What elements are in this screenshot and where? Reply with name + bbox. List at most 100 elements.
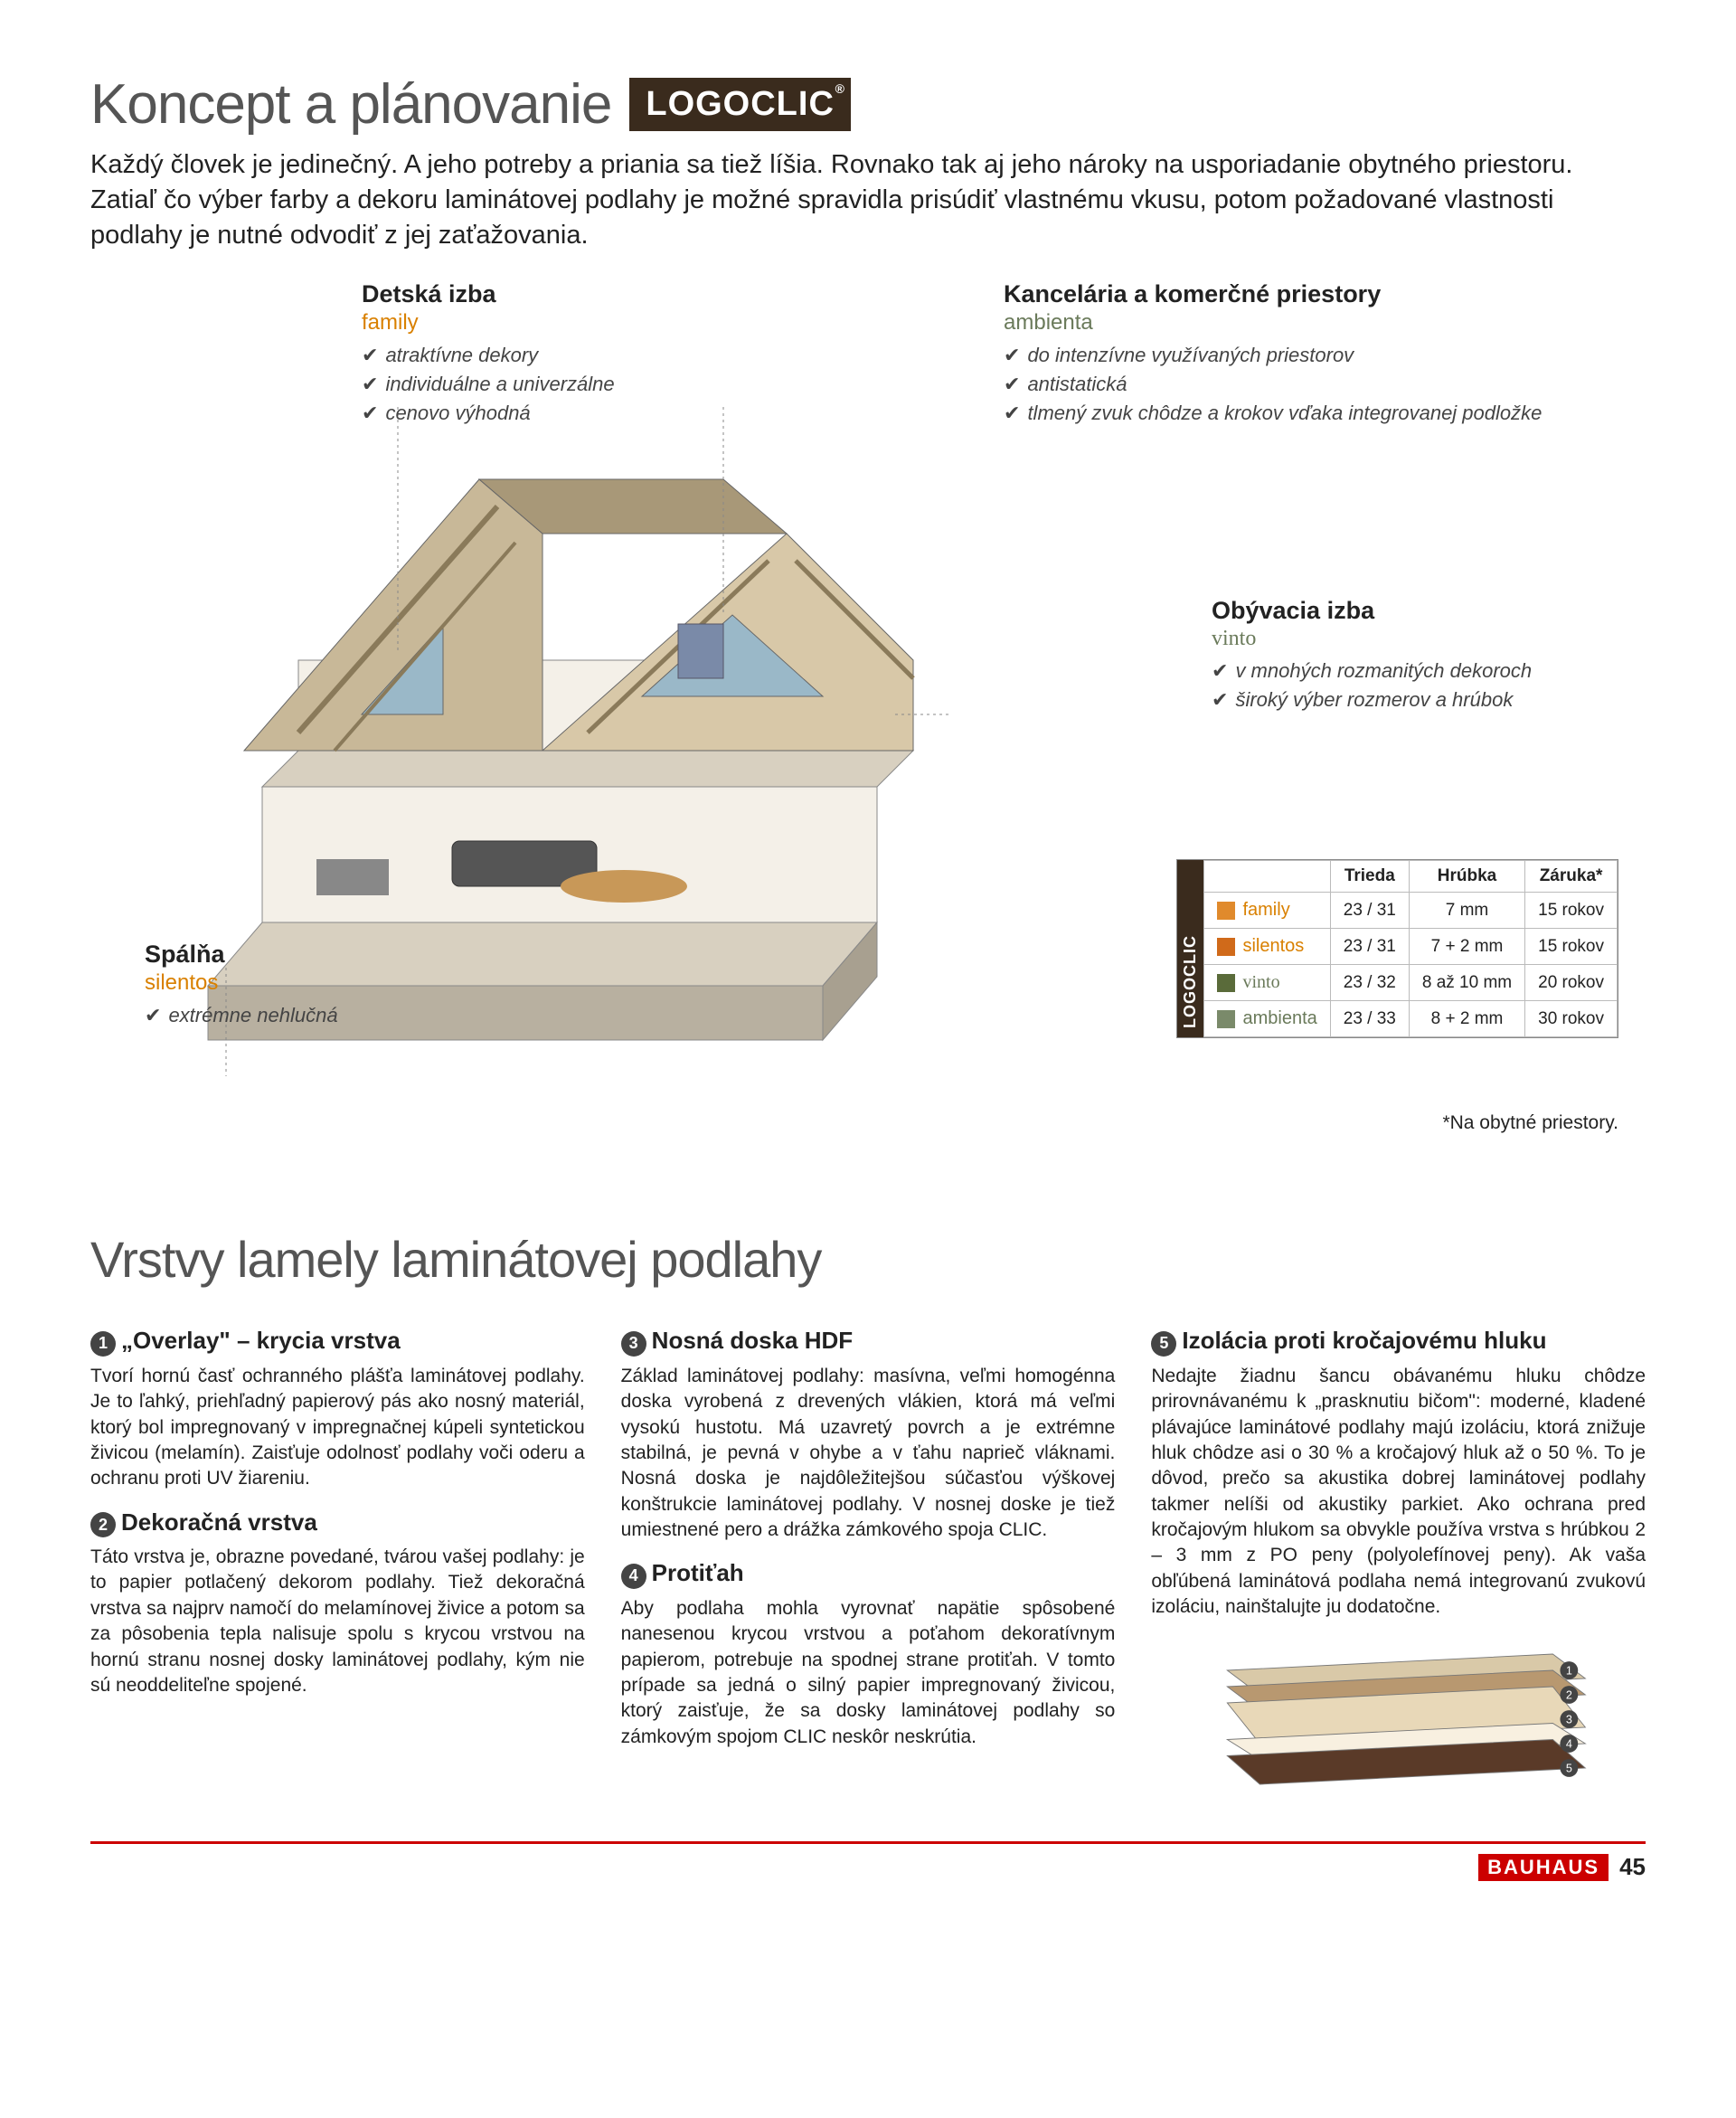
swatch-icon [1217, 1010, 1235, 1028]
spec-trieda: 23 / 31 [1330, 929, 1409, 965]
spec-brand: silentos [1242, 936, 1304, 956]
swatch-icon [1217, 938, 1235, 956]
callout-title: Kancelária a komerčné priestory [1004, 280, 1542, 308]
page-footer: BAUHAUS 45 [90, 1841, 1646, 1881]
bullet-item: extrémne nehlučná [145, 1001, 338, 1030]
callout-bullets: extrémne nehlučná [145, 1001, 338, 1030]
callout-spalna: Spálňa silentos extrémne nehlučná [145, 941, 338, 1030]
bullet-item: široký výber rozmerov a hrúbok [1212, 686, 1532, 714]
bullet-item: v mnohých rozmanitých dekoroch [1212, 657, 1532, 686]
layer-label: 1 [1566, 1665, 1572, 1678]
layer-text: Základ laminátovej podlahy: masívna, veľ… [621, 1364, 1116, 1543]
callout-title: Spálňa [145, 941, 338, 969]
callout-brand: vinto [1212, 627, 1532, 651]
logo-text: LOGOCLIC [646, 85, 835, 123]
layer-heading: 1„Overlay" – krycia vrstva [90, 1327, 585, 1357]
spec-header: Trieda [1330, 861, 1409, 893]
col-1: 1„Overlay" – krycia vrstva Tvorí hornú č… [90, 1310, 585, 1805]
spec-brand: vinto [1242, 972, 1279, 992]
layer-text: Nedajte žiadnu šancu obávanému hluku chô… [1151, 1364, 1646, 1620]
intro-text: Každý človek je jedinečný. A jeho potreb… [90, 147, 1646, 253]
swatch-icon [1217, 902, 1235, 920]
page-number: 45 [1619, 1853, 1646, 1881]
callout-bullets: do intenzívne využívaných priestorovanti… [1004, 341, 1542, 428]
layer-title: Izolácia proti kročajovému hluku [1182, 1327, 1546, 1355]
layer-text: Aby podlaha mohla vyrovnať napätie spôso… [621, 1596, 1116, 1750]
layer-label: 3 [1566, 1714, 1572, 1726]
spec-trieda: 23 / 33 [1330, 1001, 1409, 1037]
layer-text: Táto vrstva je, obrazne povedané, tvárou… [90, 1545, 585, 1698]
spec-header [1204, 861, 1330, 893]
spec-row: vinto 23 / 32 8 až 10 mm 20 rokov [1204, 965, 1618, 1001]
callout-bullets: v mnohých rozmanitých dekorochširoký výb… [1212, 657, 1532, 714]
spec-header: Hrúbka [1409, 861, 1524, 893]
spec-table: LOGOCLIC TriedaHrúbkaZáruka* family 23 /… [1176, 859, 1618, 1038]
spec-trieda: 23 / 31 [1330, 893, 1409, 929]
callout-brand: family [362, 310, 615, 336]
layer-title: Dekoračná vrstva [121, 1508, 317, 1536]
layer-label: 4 [1566, 1738, 1572, 1751]
spec-row: ambienta 23 / 33 8 + 2 mm 30 rokov [1204, 1001, 1618, 1037]
spec-brand: family [1242, 900, 1289, 920]
registered-mark: ® [835, 81, 845, 96]
layer-number-badge: 1 [90, 1331, 116, 1357]
callout-title: Obývacia izba [1212, 597, 1532, 625]
bullet-item: individuálne a univerzálne [362, 370, 615, 399]
spec-brand-cell: vinto [1204, 965, 1330, 1001]
layer-number-badge: 2 [90, 1512, 116, 1537]
layer-number-badge: 4 [621, 1564, 646, 1589]
swatch-icon [1217, 974, 1235, 992]
layer-label: 5 [1566, 1763, 1572, 1775]
bullet-item: cenovo výhodná [362, 399, 615, 428]
callout-brand: ambienta [1004, 310, 1542, 336]
bullet-item: antistatická [1004, 370, 1542, 399]
callout-detska: Detská izba family atraktívne dekoryindi… [362, 280, 615, 428]
page: Koncept a plánovanie LOGOCLIC ® Každý čl… [0, 0, 1736, 1917]
spec-brand: ambienta [1242, 1008, 1316, 1028]
layer-heading: 4Protiťah [621, 1559, 1116, 1589]
layer-text: Tvorí hornú časť ochranného plášťa lamin… [90, 1364, 585, 1492]
callout-brand: silentos [145, 970, 338, 996]
header-row: Koncept a plánovanie LOGOCLIC ® [90, 72, 1646, 137]
layer-title: „Overlay" – krycia vrstva [121, 1327, 401, 1355]
layer-number-badge: 5 [1151, 1331, 1176, 1357]
spec-row: silentos 23 / 31 7 + 2 mm 15 rokov [1204, 929, 1618, 965]
layer-heading: 5Izolácia proti kročajovému hluku [1151, 1327, 1646, 1357]
layers-heading: Vrstvy lamely laminátovej podlahy [90, 1230, 1646, 1289]
col-3: 5Izolácia proti kročajovému hluku Nedajt… [1151, 1310, 1646, 1805]
spec-hrubka: 8 až 10 mm [1409, 965, 1524, 1001]
spec-brand-cell: ambienta [1204, 1001, 1330, 1037]
spec-zaruka: 15 rokov [1525, 893, 1618, 929]
bullet-item: do intenzívne využívaných priestorov [1004, 341, 1542, 370]
spec-hrubka: 7 mm [1409, 893, 1524, 929]
spec-brand-cell: family [1204, 893, 1330, 929]
layers-columns: 1„Overlay" – krycia vrstva Tvorí hornú č… [90, 1310, 1646, 1805]
callout-bullets: atraktívne dekoryindividuálne a univerzá… [362, 341, 615, 428]
spec-header: Záruka* [1525, 861, 1618, 893]
callout-obyvacia: Obývacia izba vinto v mnohých rozmanitýc… [1212, 597, 1532, 714]
bauhaus-logo: BAUHAUS [1478, 1854, 1609, 1881]
page-title: Koncept a plánovanie [90, 72, 611, 137]
logoclic-logo: LOGOCLIC ® [629, 78, 851, 131]
layer-label: 2 [1566, 1689, 1572, 1702]
spec-table-inner: TriedaHrúbkaZáruka* family 23 / 31 7 mm … [1203, 860, 1618, 1037]
spec-hrubka: 8 + 2 mm [1409, 1001, 1524, 1037]
layer-heading: 2Dekoračná vrstva [90, 1508, 585, 1538]
callout-title: Detská izba [362, 280, 615, 308]
spec-note: *Na obytné priestory. [1442, 1112, 1618, 1134]
spec-zaruka: 20 rokov [1525, 965, 1618, 1001]
callout-kancelaria: Kancelária a komerčné priestory ambienta… [1004, 280, 1542, 428]
spec-side-label: LOGOCLIC [1177, 860, 1203, 1037]
house-diagram: Detská izba family atraktívne dekoryindi… [90, 280, 1646, 1185]
spec-zaruka: 30 rokov [1525, 1001, 1618, 1037]
layer-heading: 3Nosná doska HDF [621, 1327, 1116, 1357]
spec-zaruka: 15 rokov [1525, 929, 1618, 965]
bullet-item: atraktívne dekory [362, 341, 615, 370]
layer-title: Protiťah [652, 1559, 744, 1587]
spec-row: family 23 / 31 7 mm 15 rokov [1204, 893, 1618, 929]
bullet-item: tlmený zvuk chôdze a krokov vďaka integr… [1004, 399, 1542, 428]
spec-trieda: 23 / 32 [1330, 965, 1409, 1001]
layer-title: Nosná doska HDF [652, 1327, 854, 1355]
layers-diagram: 1 2 3 4 5 [1151, 1638, 1646, 1801]
col-2: 3Nosná doska HDF Základ laminátovej podl… [621, 1310, 1116, 1805]
